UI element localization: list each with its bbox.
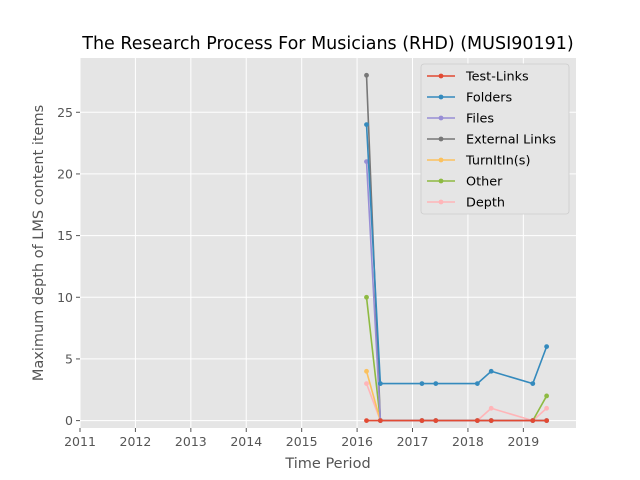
x-tick-label: 2012 bbox=[120, 434, 152, 449]
data-point bbox=[544, 418, 550, 423]
data-point bbox=[364, 418, 369, 423]
data-point bbox=[488, 368, 494, 374]
legend-item: TurnItIn(s) bbox=[427, 154, 530, 169]
legend-swatch-marker bbox=[438, 178, 444, 184]
y-tick-label: 10 bbox=[57, 290, 73, 305]
data-point bbox=[377, 418, 383, 423]
legend-item: Files bbox=[427, 112, 494, 127]
legend: Test-Links Folders Files External Links Turn… bbox=[420, 63, 570, 215]
y-tick-label: 20 bbox=[57, 166, 73, 181]
data-point bbox=[364, 122, 369, 127]
data-point bbox=[530, 381, 536, 386]
legend-item: Other bbox=[427, 175, 503, 190]
y-tick-label: 0 bbox=[65, 413, 73, 428]
y-axis-ticks: 0 5 10 15 20 25 bbox=[57, 105, 80, 428]
legend-item: Folders bbox=[427, 91, 513, 106]
data-point bbox=[433, 418, 439, 423]
data-point bbox=[544, 405, 550, 411]
series-folders bbox=[364, 122, 550, 386]
x-tick-label: 2016 bbox=[341, 434, 373, 449]
legend-item: Depth bbox=[427, 196, 505, 211]
data-point bbox=[364, 368, 369, 374]
data-point bbox=[474, 381, 480, 386]
legend-swatch-marker bbox=[438, 115, 444, 121]
data-point bbox=[364, 294, 369, 300]
legend-label: Files bbox=[466, 112, 494, 127]
y-tick-label: 5 bbox=[65, 351, 73, 366]
x-tick-label: 2015 bbox=[286, 434, 318, 449]
data-point bbox=[433, 381, 439, 386]
x-tick-label: 2019 bbox=[507, 434, 539, 449]
legend-swatch-marker bbox=[438, 157, 444, 163]
data-point bbox=[488, 418, 494, 423]
data-point bbox=[544, 344, 550, 349]
legend-label: Other bbox=[466, 175, 503, 190]
x-tick-label: 2018 bbox=[452, 434, 484, 449]
legend-label: Folders bbox=[466, 91, 513, 106]
x-tick-label: 2014 bbox=[230, 434, 262, 449]
x-tick-label: 2017 bbox=[397, 434, 429, 449]
legend-box bbox=[420, 63, 570, 215]
series-test-links bbox=[364, 418, 550, 423]
legend-items: Test-Links Folders Files External Links Turn… bbox=[427, 70, 556, 211]
legend-swatch-marker bbox=[438, 94, 444, 100]
y-tick-label: 25 bbox=[57, 105, 73, 120]
legend-item: Test-Links bbox=[427, 70, 529, 85]
data-point bbox=[544, 393, 550, 399]
legend-swatch-marker bbox=[438, 136, 444, 142]
legend-swatch-marker bbox=[438, 73, 444, 79]
legend-label: Test-Links bbox=[465, 70, 529, 85]
legend-label: Depth bbox=[466, 196, 505, 211]
legend-swatch-marker bbox=[438, 199, 444, 205]
chart-title: The Research Process For Musicians (RHD)… bbox=[81, 34, 573, 54]
x-axis-ticks: 2011 2012 2013 2014 2015 2016 2017 2018 2019 bbox=[64, 428, 539, 449]
data-point bbox=[364, 381, 369, 386]
legend-label: External Links bbox=[466, 133, 556, 148]
data-point bbox=[530, 418, 536, 423]
x-tick-label: 2011 bbox=[64, 434, 96, 449]
data-point bbox=[488, 405, 494, 411]
x-tick-label: 2013 bbox=[175, 434, 207, 449]
series-layer bbox=[364, 72, 550, 423]
y-tick-label: 15 bbox=[57, 228, 73, 243]
x-axis-label: Time Period bbox=[284, 456, 370, 472]
data-point bbox=[364, 72, 369, 78]
data-point bbox=[474, 418, 480, 423]
legend-label: TurnItIn(s) bbox=[465, 154, 530, 169]
data-point bbox=[377, 381, 383, 386]
series-line bbox=[365, 124, 548, 385]
data-point bbox=[419, 418, 425, 423]
legend-item: External Links bbox=[427, 133, 556, 148]
y-axis-label: Maximum depth of LMS content items bbox=[31, 105, 47, 381]
data-point bbox=[419, 381, 425, 386]
